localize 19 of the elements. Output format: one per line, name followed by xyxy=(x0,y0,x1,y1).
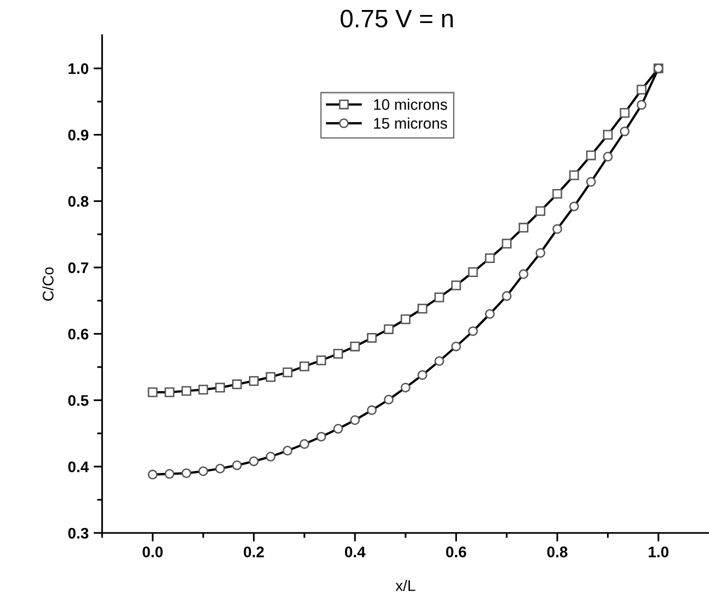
x-tick-label: 0.6 xyxy=(446,546,466,558)
x-tick-label: 0.8 xyxy=(547,546,568,558)
y-tick-label: 0.4 xyxy=(68,461,89,472)
x-tick-label: 0.2 xyxy=(244,546,264,558)
y-tick-label: 0.3 xyxy=(68,528,88,539)
chart-title: 0.75 V = n xyxy=(340,10,453,28)
x-tick-label: 0.4 xyxy=(344,546,366,558)
y-tick-label: 1.0 xyxy=(68,63,88,74)
y-tick-label: 0.5 xyxy=(68,395,88,406)
x-tick-label: 1.0 xyxy=(648,546,668,558)
y-axis-title: C/Co xyxy=(42,267,54,301)
legend-label: 15 microns xyxy=(374,118,448,129)
y-tick-label: 0.8 xyxy=(68,196,88,207)
legend-label: 10 microns xyxy=(374,98,448,110)
y-tick-label: 0.7 xyxy=(68,262,88,274)
y-tick-label: 0.9 xyxy=(68,130,88,140)
x-tick-label: 0.0 xyxy=(142,546,163,558)
x-axis-title: x/L xyxy=(396,580,416,592)
y-tick-label: 0.6 xyxy=(68,328,88,340)
